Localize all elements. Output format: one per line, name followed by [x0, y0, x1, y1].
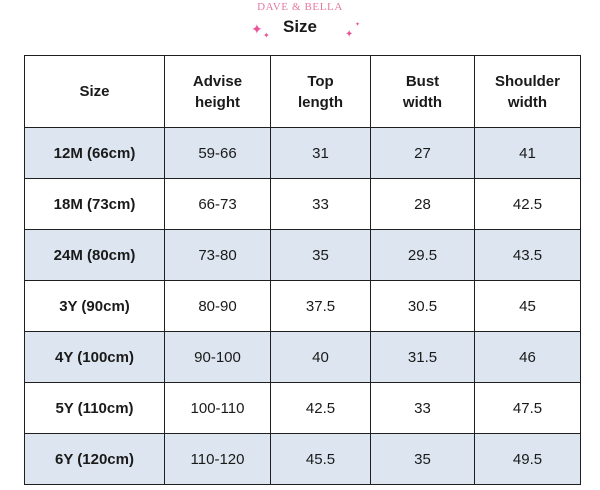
shoulder-width-cell: 45: [474, 280, 581, 332]
shoulder-width-cell: 46: [474, 331, 581, 383]
table-row: 6Y (120cm) 110-120 45.5 35 49.5: [24, 433, 581, 485]
size-cell: 6Y (120cm): [24, 433, 165, 485]
bust-width-cell: 29.5: [370, 229, 475, 281]
advise-height-cell: 66-73: [164, 178, 271, 230]
header: DAVE & BELLA ✦ ✦ ✦ ✦ Size: [0, 0, 600, 55]
column-header-label: width: [507, 93, 548, 111]
column-header-label: Size: [79, 83, 110, 100]
size-cell: 4Y (100cm): [24, 331, 165, 383]
bust-width-cell: 33: [370, 382, 475, 434]
sparkle-icon: ✦: [251, 21, 263, 37]
table-row: 24M (80cm) 73-80 35 29.5 43.5: [24, 229, 581, 281]
top-length-cell: 37.5: [270, 280, 371, 332]
size-cell: 3Y (90cm): [24, 280, 165, 332]
bust-width-cell: 27: [370, 127, 475, 179]
sparkle-icon: ✦: [263, 31, 270, 40]
table-row: 5Y (110cm) 100-110 42.5 33 47.5: [24, 382, 581, 434]
size-cell: 18M (73cm): [24, 178, 165, 230]
top-length-cell: 31: [270, 127, 371, 179]
table-header-row: Size Advise height Top length Bust width…: [24, 55, 581, 128]
column-header-label: Bust: [405, 72, 440, 90]
table-row: 3Y (90cm) 80-90 37.5 30.5 45: [24, 280, 581, 332]
advise-height-cell: 59-66: [164, 127, 271, 179]
column-header-label: Shoulder: [494, 72, 560, 90]
shoulder-width-cell: 47.5: [474, 382, 581, 434]
size-cell: 5Y (110cm): [24, 382, 165, 434]
column-header-label: Advise: [192, 72, 243, 90]
shoulder-width-cell: 42.5: [474, 178, 581, 230]
size-cell: 24M (80cm): [24, 229, 165, 281]
column-header-label: height: [195, 93, 240, 111]
column-header-size: Size: [24, 55, 165, 128]
bust-width-cell: 35: [370, 433, 475, 485]
column-header-shoulder-width: Shoulder width: [474, 55, 581, 128]
top-length-cell: 42.5: [270, 382, 371, 434]
size-cell: 12M (66cm): [24, 127, 165, 179]
top-length-cell: 40: [270, 331, 371, 383]
shoulder-width-cell: 41: [474, 127, 581, 179]
advise-height-cell: 73-80: [164, 229, 271, 281]
top-length-cell: 45.5: [270, 433, 371, 485]
advise-height-cell: 80-90: [164, 280, 271, 332]
page-title: Size: [282, 17, 318, 36]
table-row: 4Y (100cm) 90-100 40 31.5 46: [24, 331, 581, 383]
bust-width-cell: 30.5: [370, 280, 475, 332]
column-header-bust-width: Bust width: [370, 55, 475, 128]
advise-height-cell: 100-110: [164, 382, 271, 434]
column-header-label: Top: [307, 72, 334, 90]
column-header-label: width: [402, 93, 443, 111]
bust-width-cell: 31.5: [370, 331, 475, 383]
bust-width-cell: 28: [370, 178, 475, 230]
shoulder-width-cell: 49.5: [474, 433, 581, 485]
table-row: 12M (66cm) 59-66 31 27 41: [24, 127, 581, 179]
column-header-label: length: [298, 93, 343, 111]
advise-height-cell: 90-100: [164, 331, 271, 383]
top-length-cell: 33: [270, 178, 371, 230]
shoulder-width-cell: 43.5: [474, 229, 581, 281]
sparkle-icon: ✦: [355, 22, 361, 28]
top-length-cell: 35: [270, 229, 371, 281]
column-header-top-length: Top length: [270, 55, 371, 128]
advise-height-cell: 110-120: [164, 433, 271, 485]
brand-logo: DAVE & BELLA: [257, 1, 343, 13]
sparkle-icon: ✦: [345, 29, 354, 40]
column-header-advise-height: Advise height: [164, 55, 271, 128]
size-chart-table: Size Advise height Top length Bust width…: [24, 55, 581, 485]
table-row: 18M (73cm) 66-73 33 28 42.5: [24, 178, 581, 230]
